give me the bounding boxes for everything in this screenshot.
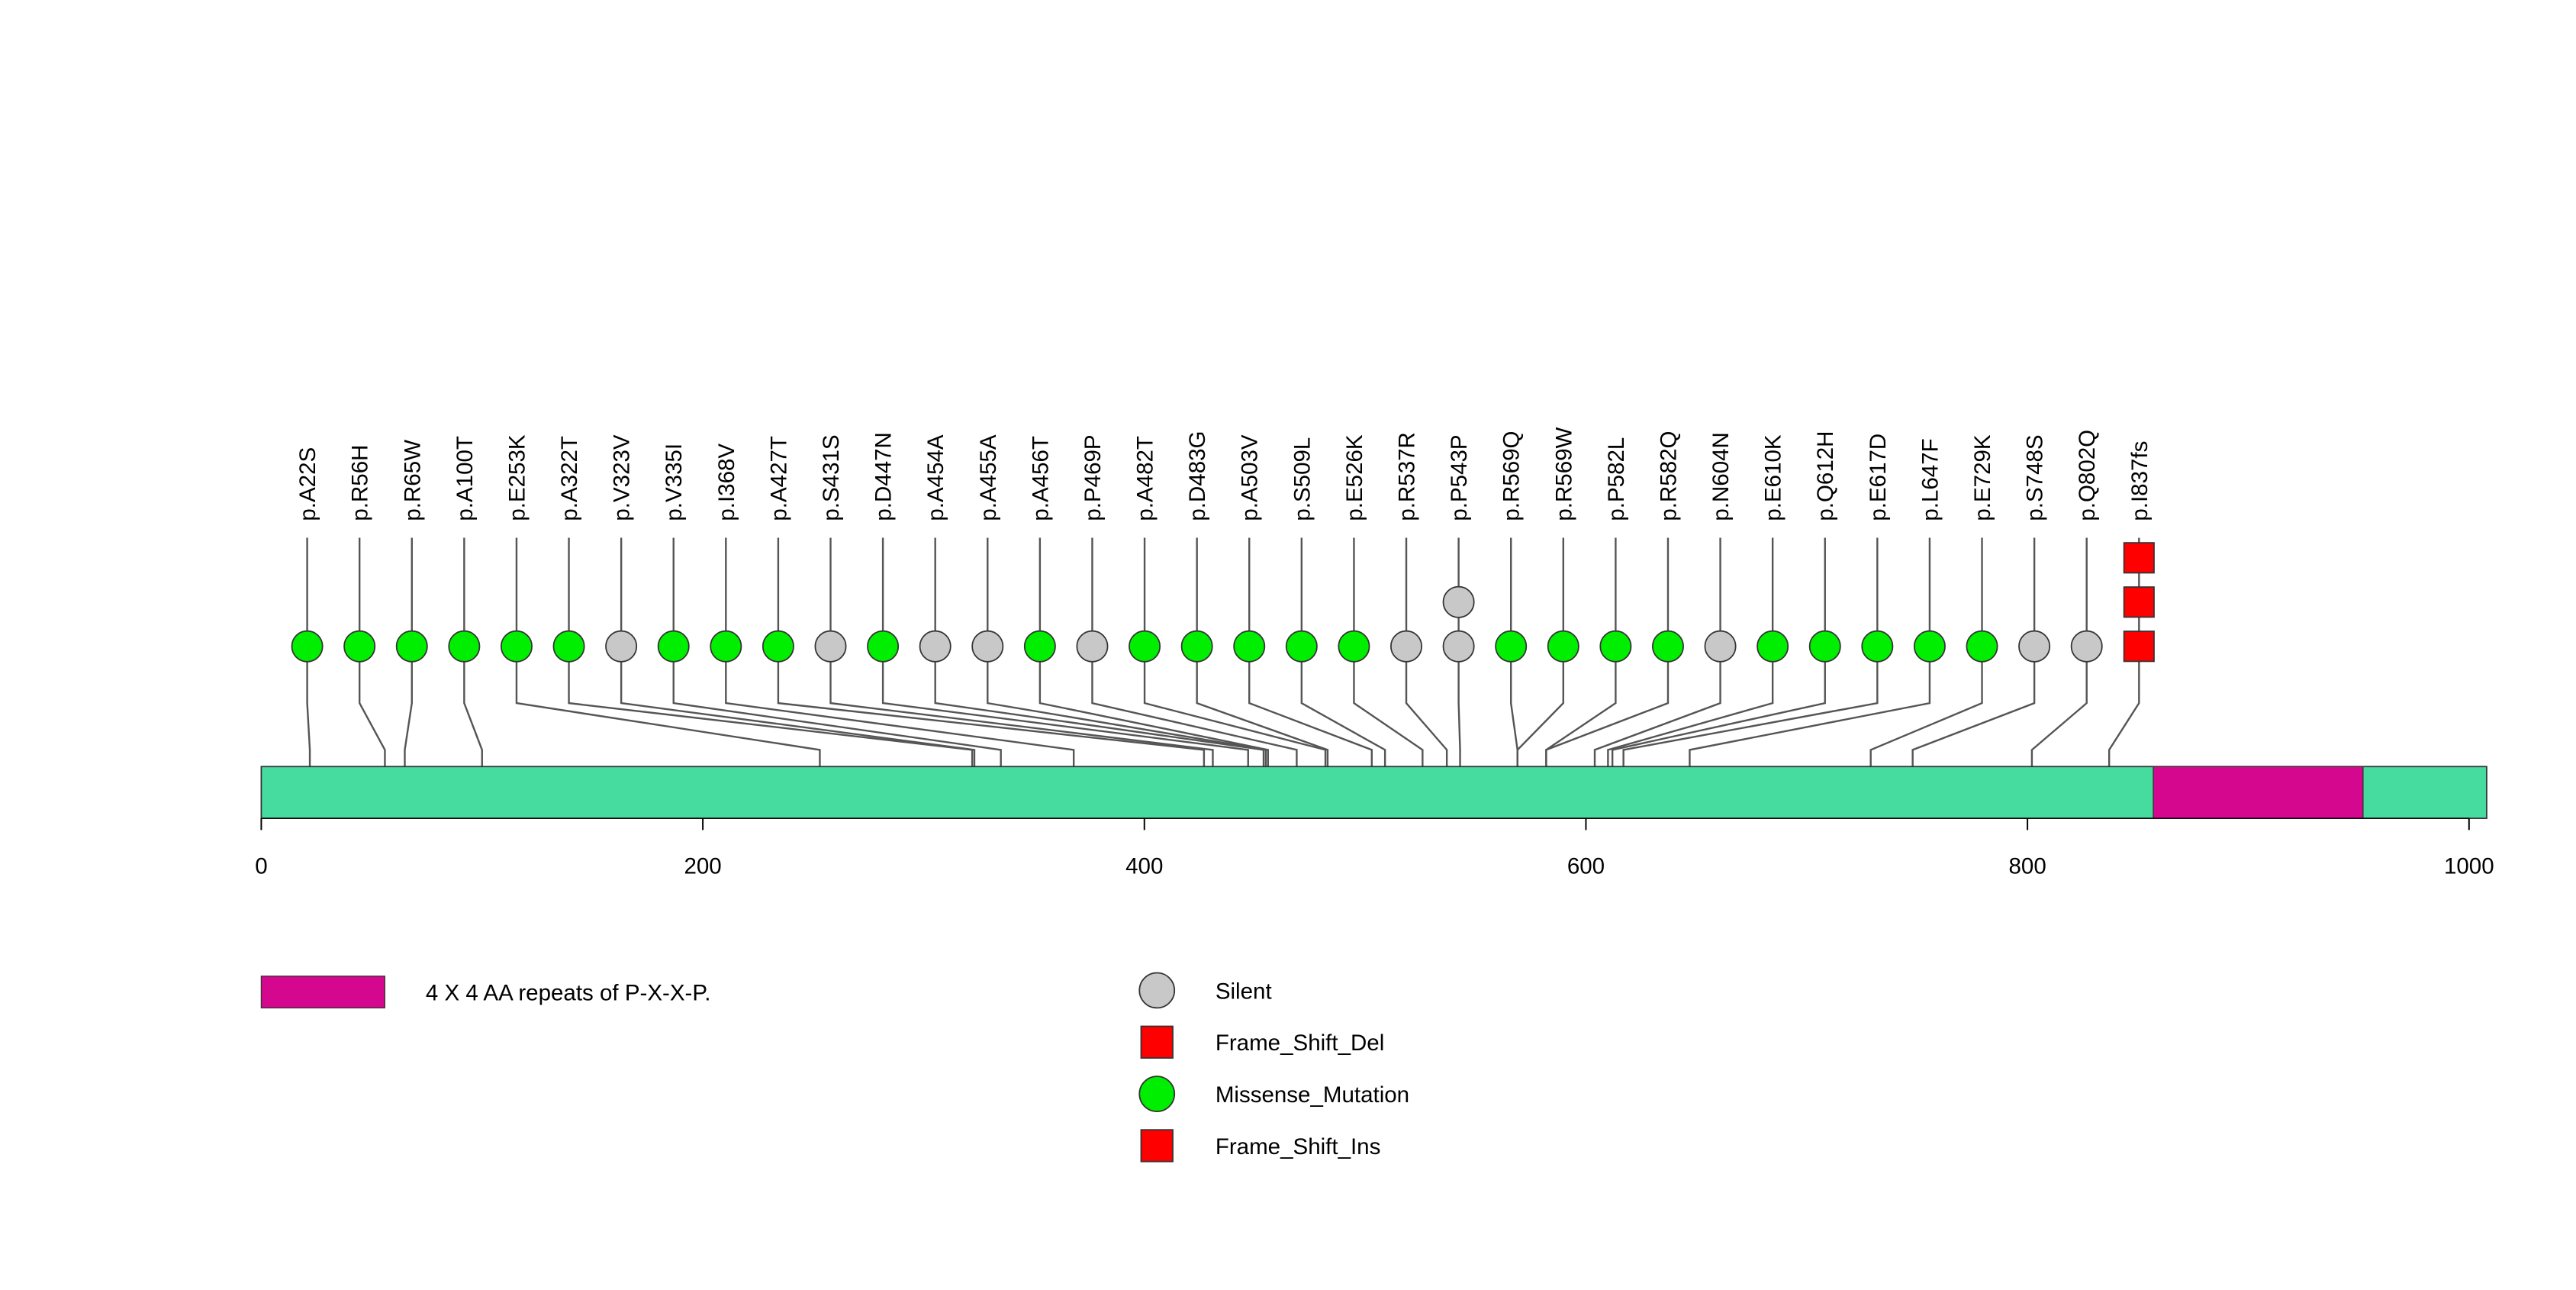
marker-35-0: [2123, 630, 2155, 663]
marker-1-0: [343, 630, 376, 663]
mutation-label-12: p.A454A: [923, 434, 948, 521]
marker-22-1: [1442, 585, 1475, 618]
marker-9-0: [762, 630, 794, 663]
x-tick-label-800: 800: [2008, 853, 2046, 879]
marker-14-0: [1023, 630, 1056, 663]
marker-26-0: [1651, 630, 1684, 663]
mutation-label-23: p.R569Q: [1499, 431, 1525, 521]
marker-22-0: [1442, 630, 1475, 663]
mutation-label-30: p.E617D: [1866, 434, 1891, 521]
mutation-label-9: p.A427T: [766, 436, 791, 521]
marker-30-0: [1861, 630, 1894, 663]
marker-12-0: [919, 630, 952, 663]
marker-16-0: [1129, 630, 1161, 663]
mutation-label-35: p.I837fs: [2127, 441, 2153, 521]
mutation-label-14: p.A456T: [1028, 436, 1053, 521]
legend: 4 X 4 AA repeats of P-X-X-P. Silent Frame_…: [260, 972, 1409, 1163]
legend-label-2: Missense_Mutation: [1216, 1082, 1409, 1108]
mutation-markers: [291, 542, 2155, 663]
marker-33-0: [2018, 630, 2051, 663]
marker-19-0: [1285, 630, 1318, 663]
mutation-label-25: p.P582L: [1604, 437, 1629, 521]
legend-swatch-3: [1140, 1129, 1174, 1163]
mutation-label-22: p.P543P: [1447, 434, 1472, 521]
mutation-label-19: p.S509L: [1290, 437, 1315, 521]
marker-10-0: [814, 630, 847, 663]
mutation-label-13: p.A455A: [976, 434, 1001, 521]
marker-24-0: [1547, 630, 1579, 663]
mutation-label-26: p.R582Q: [1656, 431, 1681, 521]
marker-3-0: [448, 630, 481, 663]
marker-21-0: [1390, 630, 1423, 663]
mutation-label-29: p.Q612H: [1813, 431, 1838, 521]
legend-label-1: Frame_Shift_Del: [1216, 1030, 1384, 1056]
mutation-label-20: p.E526K: [1342, 434, 1367, 521]
mutation-label-27: p.N604N: [1708, 432, 1734, 521]
legend-swatch-2: [1138, 1076, 1176, 1112]
marker-6-0: [605, 630, 638, 663]
mutation-label-8: p.I368V: [714, 443, 739, 521]
legend-domain-label-0: 4 X 4 AA repeats of P-X-X-P.: [426, 981, 711, 1006]
mutation-label-5: p.A322T: [557, 436, 582, 521]
mutation-label-32: p.E729K: [1970, 434, 1995, 521]
marker-8-0: [710, 630, 742, 663]
x-tick-label-0: 0: [255, 853, 267, 879]
marker-0-0: [291, 630, 324, 663]
mutation-label-18: p.A503V: [1238, 434, 1263, 521]
mutation-label-6: p.V323V: [610, 434, 635, 521]
marker-29-0: [1808, 630, 1841, 663]
mutation-label-31: p.L647F: [1918, 438, 1943, 521]
x-tick-label-400: 400: [1125, 853, 1163, 879]
marker-20-0: [1338, 630, 1370, 663]
mutation-label-28: p.E610K: [1761, 434, 1786, 521]
marker-34-0: [2070, 630, 2103, 663]
marker-27-0: [1704, 630, 1737, 663]
marker-5-0: [552, 630, 585, 663]
marker-18-0: [1233, 630, 1266, 663]
mutation-label-11: p.D447N: [871, 432, 897, 521]
x-tick-label-600: 600: [1567, 853, 1605, 879]
mutation-label-33: p.S748S: [2023, 434, 2048, 521]
mutation-label-34: p.Q802Q: [2075, 430, 2100, 521]
marker-28-0: [1757, 630, 1789, 663]
marker-4-0: [500, 630, 533, 663]
legend-swatch-1: [1140, 1025, 1174, 1059]
legend-swatch-0: [1138, 972, 1176, 1009]
mutation-labels: p.A22S p.R56H p.R65W p.A100T p.E253K p.A322T p…: [295, 427, 2153, 521]
marker-35-2: [2123, 542, 2155, 574]
marker-23-0: [1495, 630, 1528, 663]
mutation-label-0: p.A22S: [295, 447, 320, 521]
x-axis: 0 200 400 600 800 1000: [255, 818, 2494, 879]
mutation-label-3: p.A100T: [452, 436, 478, 521]
mutation-label-2: p.R65W: [400, 440, 425, 521]
marker-11-0: [867, 630, 900, 663]
legend-label-3: Frame_Shift_Ins: [1216, 1134, 1381, 1159]
marker-25-0: [1599, 630, 1632, 663]
mutation-label-15: p.P469P: [1080, 434, 1106, 521]
mutation-label-17: p.D483G: [1185, 431, 1210, 521]
marker-15-0: [1076, 630, 1109, 663]
marker-2-0: [395, 630, 428, 663]
mutation-label-1: p.R56H: [348, 445, 373, 521]
x-tick-label-200: 200: [684, 853, 721, 879]
domain-0: [2153, 766, 2364, 819]
marker-35-1: [2123, 586, 2155, 618]
marker-17-0: [1180, 630, 1213, 663]
mutation-label-16: p.A482T: [1133, 436, 1158, 521]
legend-domain-swatch-0: [260, 976, 385, 1009]
mutation-label-21: p.R537R: [1395, 432, 1420, 521]
x-tick-label-1000: 1000: [2444, 853, 2494, 879]
mutation-label-24: p.R569W: [1551, 427, 1576, 521]
mutation-label-10: p.S431S: [819, 434, 844, 521]
marker-31-0: [1913, 630, 1946, 663]
marker-32-0: [1966, 630, 1998, 663]
mutation-label-4: p.E253K: [504, 434, 530, 521]
protein-backbone: [260, 766, 2487, 819]
protein-backbone-group: [260, 766, 2487, 819]
marker-7-0: [657, 630, 690, 663]
mutation-label-7: p.V335I: [662, 443, 687, 521]
legend-label-0: Silent: [1216, 979, 1272, 1004]
marker-13-0: [971, 630, 1004, 663]
